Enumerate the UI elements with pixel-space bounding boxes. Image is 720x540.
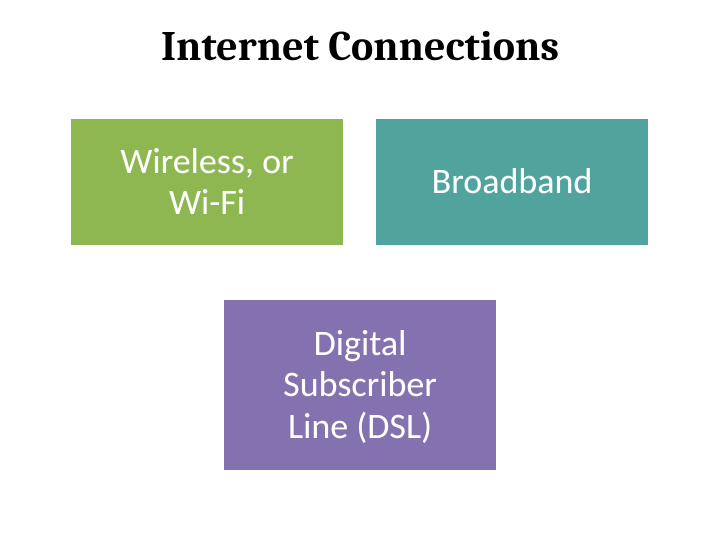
title-text: Internet Connections xyxy=(161,22,559,71)
box-dsl: DigitalSubscriberLine (DSL) xyxy=(224,300,496,470)
box-broadband: Broadband xyxy=(376,119,648,245)
box-dsl-label: DigitalSubscriberLine (DSL) xyxy=(283,323,437,447)
box-wifi: Wireless, orWi-Fi xyxy=(71,119,343,245)
page-title: Internet Connections xyxy=(0,22,720,71)
box-wifi-label: Wireless, orWi-Fi xyxy=(120,141,293,224)
box-broadband-label: Broadband xyxy=(432,161,593,202)
